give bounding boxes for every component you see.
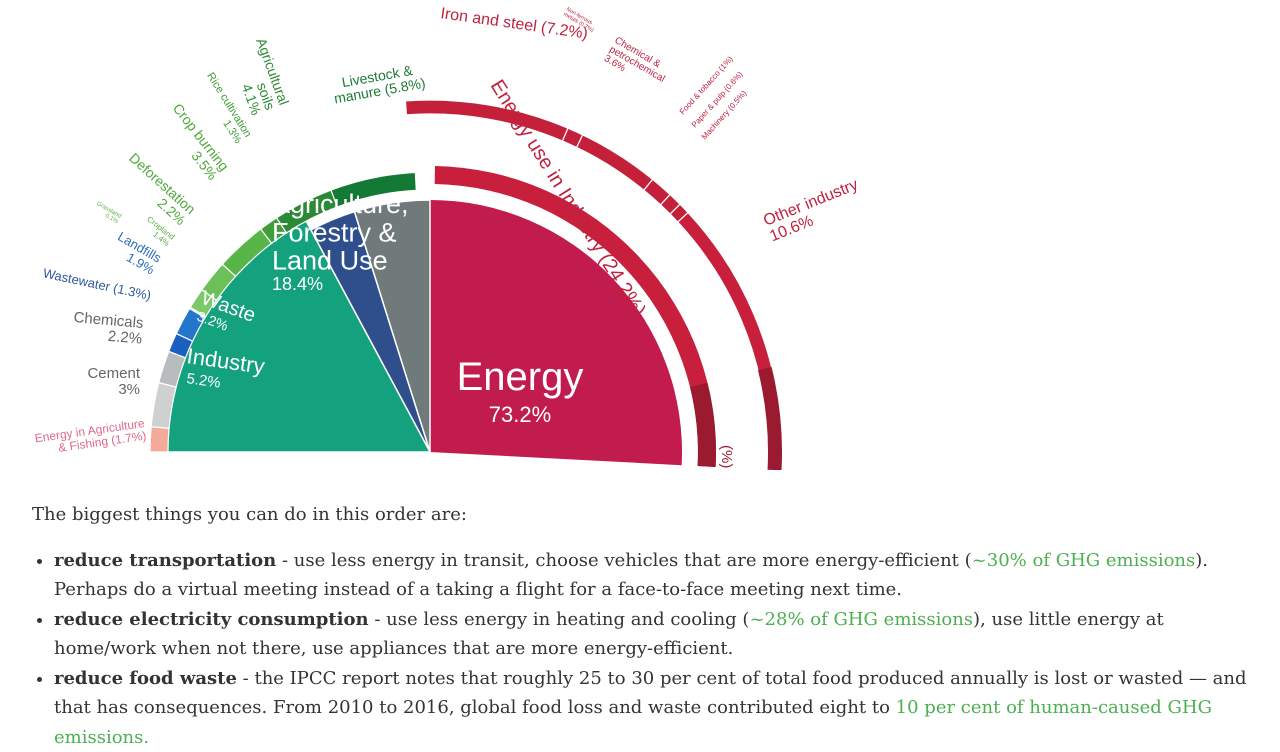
slice-energy xyxy=(430,200,682,465)
item-title: reduce electricity consumption xyxy=(54,609,369,630)
ring-label: Wastewater (1.3%) xyxy=(42,265,153,303)
industry-subsector-label: Other industry10.6% xyxy=(761,176,867,245)
ghg-link[interactable]: ~30% of GHG emissions xyxy=(972,550,1196,571)
ring-segment xyxy=(150,427,169,452)
article-text: The biggest things you can do in this or… xyxy=(32,500,1264,752)
item-text: - use less energy in transit, choose veh… xyxy=(276,550,971,571)
ring-label-cutoff: (%) xyxy=(718,445,735,468)
ghg-link[interactable]: ~28% of GHG emissions xyxy=(749,609,973,630)
item-title: reduce transportation xyxy=(54,550,276,571)
item-text: - use less energy in heating and cooling… xyxy=(369,609,750,630)
industry-ring-tail xyxy=(758,367,782,470)
ring-label: Energy in Agriculture& Fishing (1.7%) xyxy=(34,416,148,458)
ring-energy-industry-tail xyxy=(690,383,716,467)
list-item: reduce transportation - use less energy … xyxy=(54,546,1264,605)
sector-value-agriculture: 18.4% xyxy=(272,274,323,294)
industry-subsector-label: Chemical &petrochemical3.6% xyxy=(602,35,672,94)
ring-label: Chemicals2.2% xyxy=(72,309,145,348)
list-item: reduce electricity consumption - use les… xyxy=(54,605,1264,664)
sector-label-energy: Energy xyxy=(457,355,584,399)
item-title: reduce food waste xyxy=(54,668,237,689)
ring-label: Crop burning3.5% xyxy=(158,100,232,183)
ring-label: Livestock &manure (5.8%) xyxy=(330,60,427,106)
list-item: reduce food waste - the IPCC report note… xyxy=(54,664,1264,752)
intro-paragraph: The biggest things you can do in this or… xyxy=(32,500,1264,530)
industry-subsector-segment xyxy=(577,135,653,190)
sector-value-energy: 73.2% xyxy=(489,402,551,427)
ring-label: Grassland0.1% xyxy=(92,201,122,226)
ring-label: Deforestation2.2% xyxy=(116,150,198,229)
action-list: reduce transportation - use less energy … xyxy=(32,546,1264,752)
industry-subsector-segment xyxy=(405,100,568,141)
